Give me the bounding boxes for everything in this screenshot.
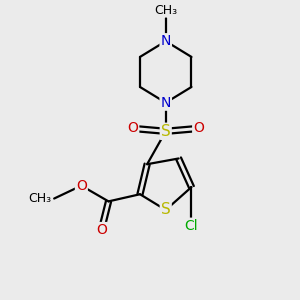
Text: N: N [160,34,171,48]
Text: S: S [161,202,171,217]
Text: CH₃: CH₃ [28,192,51,205]
Text: S: S [161,124,171,139]
Text: O: O [76,179,87,193]
Text: CH₃: CH₃ [154,4,177,17]
Text: O: O [128,122,138,135]
Text: O: O [193,122,204,135]
Text: O: O [96,223,107,237]
Text: Cl: Cl [185,219,198,233]
Text: N: N [160,96,171,110]
